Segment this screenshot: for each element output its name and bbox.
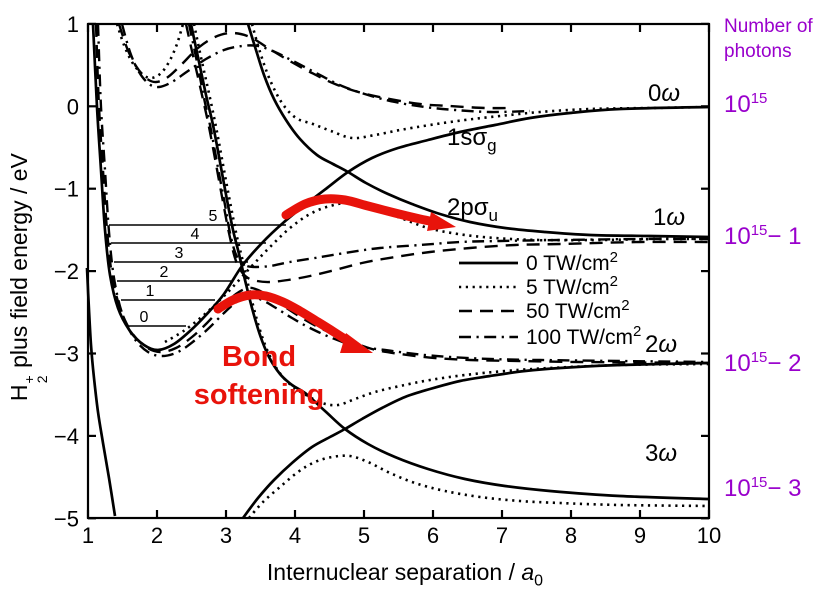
x-tick-label-8: 8 <box>565 523 577 548</box>
y-axis-title: H +2 plus field energy / eV <box>5 153 50 402</box>
y-tick-label-−4: −4 <box>54 424 79 449</box>
bond-softening-arrow-lower-head <box>340 333 373 353</box>
photon-count-0omega: 1015 <box>724 90 768 118</box>
curve-mid-50tw <box>184 23 710 284</box>
vib-level-label-2: 2 <box>160 264 169 281</box>
photon-count-3omega: 1015− 3 <box>724 474 802 502</box>
bond-softening-arrow-upper-head <box>427 212 456 231</box>
curve-1ssg-2w-outer-solid <box>241 361 710 519</box>
curve-well-2w-50tw <box>94 23 710 365</box>
state-label-2psu: 2pσu <box>447 194 498 225</box>
plot-frame <box>86 22 711 520</box>
curve-1ssg-2w-inner-solid <box>85 267 117 517</box>
x-tick-label-4: 4 <box>289 523 301 548</box>
vib-level-label-3: 3 <box>175 245 184 262</box>
y-tick-label-0: 0 <box>67 94 79 119</box>
vib-level-label-4: 4 <box>191 226 200 243</box>
legend-label-dotted: 5 TW/cm2 <box>526 273 618 299</box>
channel-label-2omega: 2ω <box>645 331 678 358</box>
y-tick-label-−3: −3 <box>54 342 79 367</box>
x-tick-label-2: 2 <box>151 523 163 548</box>
bond-softening-arrow-upper <box>281 194 445 228</box>
legend-label-solid: 0 TW/cm2 <box>526 249 618 275</box>
vib-level-label-1: 1 <box>146 283 155 300</box>
curve-low-3w-5tw <box>248 454 710 519</box>
x-tick-label-3: 3 <box>220 523 232 548</box>
legend-label-dashdot: 100 TW/cm2 <box>526 323 641 349</box>
x-tick-label-7: 7 <box>496 523 508 548</box>
y-tick-label-−5: −5 <box>54 506 79 531</box>
x-tick-label-6: 6 <box>427 523 439 548</box>
legend-label-dashed: 50 TW/cm2 <box>526 297 630 323</box>
photon-header-line1: Number of <box>724 16 813 37</box>
photon-count-1omega: 1015− 1 <box>724 222 802 250</box>
x-axis-title: Internuclear separation / a0 <box>266 559 544 590</box>
curve-upper-well-100tw <box>120 23 531 114</box>
x-tick-label-9: 9 <box>634 523 646 548</box>
state-label-1ssg: 1sσg <box>447 124 497 155</box>
curve-mid-100tw <box>187 23 710 269</box>
x-tick-label-10: 10 <box>697 523 721 548</box>
x-tick-label-1: 1 <box>82 523 94 548</box>
vib-level-label-0: 0 <box>140 309 149 326</box>
curve-2psu-1w-solid <box>246 23 710 239</box>
bond-softening-annotation: Bond softening <box>193 341 325 411</box>
x-tick-label-5: 5 <box>358 523 370 548</box>
channel-label-1omega: 1ω <box>653 204 686 231</box>
curve-upper-well-50tw <box>117 23 511 110</box>
vib-level-label-5: 5 <box>209 208 218 225</box>
curve-2psu-3w-solid <box>189 23 710 501</box>
photon-count-2omega: 1015− 2 <box>724 349 802 377</box>
channel-label-0omega: 0ω <box>648 80 681 107</box>
curve-1ssg-0w-solid <box>91 23 710 352</box>
channel-label-3omega: 3ω <box>645 440 678 467</box>
bond-softening-arrow-lower <box>213 290 353 346</box>
y-tick-label-−2: −2 <box>54 259 79 284</box>
y-tick-label-−1: −1 <box>54 177 79 202</box>
curve-upper-well-5tw <box>115 23 185 80</box>
photon-header-line2: photons <box>724 41 792 62</box>
curve-1w-upper-5tw <box>250 23 710 140</box>
y-tick-label-1: 1 <box>67 12 79 37</box>
